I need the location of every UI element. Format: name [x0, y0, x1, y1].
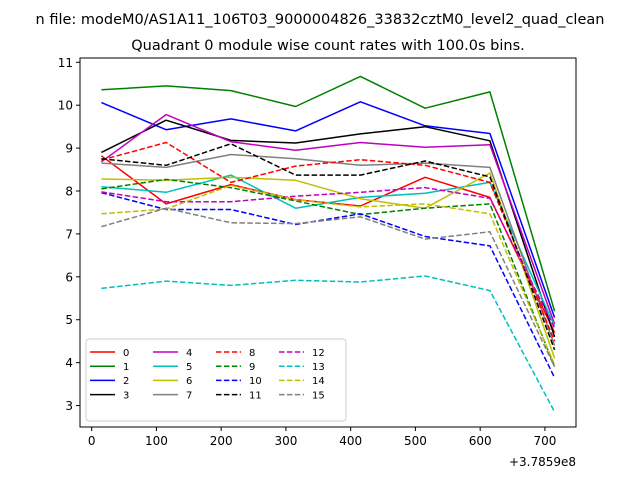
legend-label: 3 [123, 390, 129, 401]
legend-label: 13 [312, 362, 325, 373]
x-offset-label: +3.7859e8 [509, 455, 576, 469]
series-line-10 [101, 191, 556, 379]
legend-label: 6 [186, 376, 192, 387]
legend-label: 7 [186, 390, 192, 401]
legend-label: 8 [249, 348, 255, 359]
series-line-1 [101, 75, 556, 312]
legend-label: 14 [312, 376, 325, 387]
x-tick-label: 300 [274, 434, 297, 448]
legend-label: 4 [186, 348, 192, 359]
y-tick-label: 4 [65, 356, 73, 370]
legend-label: 5 [186, 362, 192, 373]
legend-label: 1 [123, 362, 129, 373]
series-line-14 [101, 184, 556, 366]
x-tick-label: 400 [339, 434, 362, 448]
figure-suptitle: n file: modeM0/AS1A11_106T03_9000004826_… [36, 12, 605, 28]
series-line-11 [101, 143, 556, 351]
legend-entry-5: 5 [153, 362, 192, 373]
legend-entry-2: 2 [90, 376, 129, 387]
legend-entry-3: 3 [90, 390, 129, 401]
x-tick-label: 200 [210, 434, 233, 448]
legend-label: 11 [249, 390, 262, 401]
legend-entry-13: 13 [279, 362, 325, 373]
series-line-8 [101, 141, 556, 342]
x-tick-label: 0 [88, 434, 96, 448]
y-tick-label: 7 [65, 227, 73, 241]
series-line-15 [101, 207, 556, 368]
legend-entry-14: 14 [279, 376, 325, 387]
legend-entry-9: 9 [216, 362, 255, 373]
y-tick-label: 8 [65, 185, 73, 199]
series-line-13 [101, 275, 556, 413]
legend-label: 9 [249, 362, 255, 373]
legend-entry-12: 12 [279, 348, 325, 359]
series-line-9 [101, 178, 556, 368]
y-tick-label: 10 [58, 99, 73, 113]
series-line-4 [100, 113, 556, 325]
y-tick-label: 6 [65, 270, 73, 284]
x-tick-label: 700 [533, 434, 556, 448]
legend-label: 15 [312, 390, 325, 401]
legend-entry-10: 10 [216, 376, 262, 387]
y-tick-label: 3 [65, 399, 73, 413]
y-tick-label: 11 [58, 56, 73, 70]
legend-label: 12 [312, 348, 325, 359]
legend-entry-7: 7 [153, 390, 192, 401]
legend-entry-1: 1 [90, 362, 129, 373]
legend-entry-4: 4 [153, 348, 192, 359]
chart-title: Quadrant 0 module wise count rates with … [131, 38, 525, 54]
x-tick-label: 500 [404, 434, 427, 448]
y-tick-label: 9 [65, 142, 73, 156]
legend-entry-0: 0 [90, 348, 129, 359]
legend-label: 0 [123, 348, 129, 359]
x-tick-label: 600 [469, 434, 492, 448]
series-line-12 [101, 186, 556, 329]
legend-entry-6: 6 [153, 376, 192, 387]
series-layer [100, 75, 556, 413]
legend-entry-11: 11 [216, 390, 262, 401]
legend-entry-8: 8 [216, 348, 255, 359]
series-line-3 [101, 119, 556, 338]
legend-label: 10 [249, 376, 262, 387]
legend-label: 2 [123, 376, 129, 387]
x-tick-label: 100 [145, 434, 168, 448]
legend-entry-15: 15 [279, 390, 325, 401]
series-line-2 [101, 101, 556, 318]
series-line-7 [101, 153, 556, 346]
y-tick-label: 5 [65, 313, 73, 327]
plot-frame [79, 57, 577, 428]
